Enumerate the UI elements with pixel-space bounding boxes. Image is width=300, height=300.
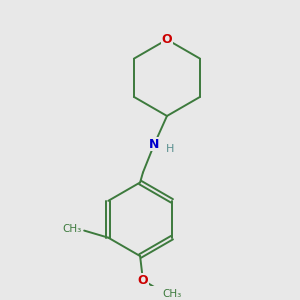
Text: CH₃: CH₃ bbox=[62, 224, 81, 234]
Text: N: N bbox=[149, 138, 159, 151]
Text: H: H bbox=[166, 144, 174, 154]
Text: O: O bbox=[162, 33, 172, 46]
Text: CH₃: CH₃ bbox=[163, 289, 182, 299]
Text: O: O bbox=[138, 274, 148, 286]
